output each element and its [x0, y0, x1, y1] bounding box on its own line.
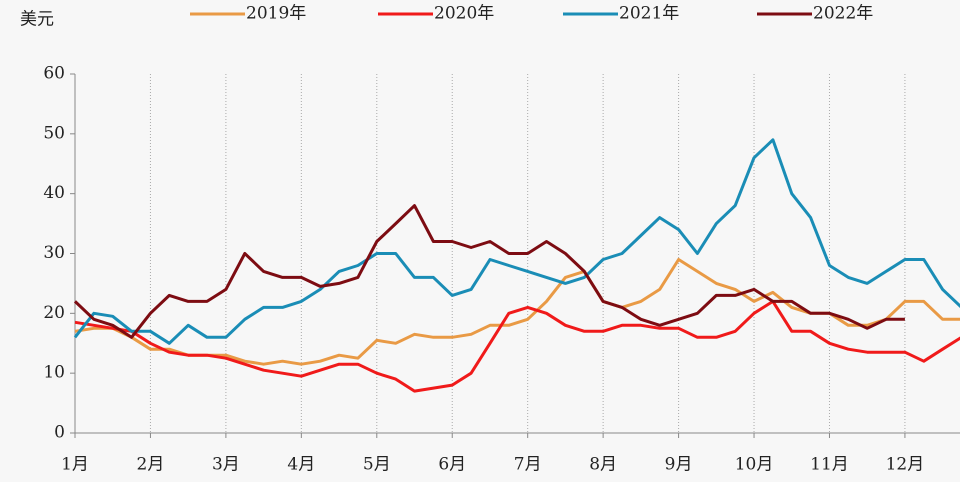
legend-label: 2020年	[434, 4, 494, 24]
y-tick-label: 0	[54, 423, 65, 443]
y-tick-label: 20	[43, 303, 65, 323]
x-tick-label: 5月	[363, 455, 391, 475]
x-tick-label: 3月	[212, 455, 240, 475]
legend-label: 2021年	[619, 4, 679, 24]
series-line	[73, 138, 960, 345]
x-tick-label: 8月	[589, 455, 617, 475]
x-tick-label: 7月	[514, 455, 542, 475]
x-tick-label: 2月	[137, 455, 165, 475]
y-tick-label: 30	[43, 243, 65, 263]
legend-label: 2019年	[246, 4, 306, 24]
series-line	[73, 204, 905, 339]
legend-label: 2022年	[813, 4, 873, 24]
y-tick-label: 10	[43, 363, 65, 383]
y-axis-label: 美元	[20, 10, 54, 30]
x-tick-label: 6月	[438, 455, 466, 475]
x-tick-label: 10月	[735, 455, 774, 475]
y-tick-label: 40	[43, 183, 65, 203]
x-tick-label: 9月	[665, 455, 693, 475]
x-tick-label: 4月	[287, 455, 315, 475]
x-tick-label: 11月	[810, 455, 849, 475]
y-tick-label: 50	[43, 123, 65, 143]
series-line	[74, 299, 960, 393]
x-tick-label: 12月	[886, 455, 925, 475]
y-tick-label: 60	[43, 64, 65, 84]
x-tick-label: 1月	[61, 455, 89, 475]
